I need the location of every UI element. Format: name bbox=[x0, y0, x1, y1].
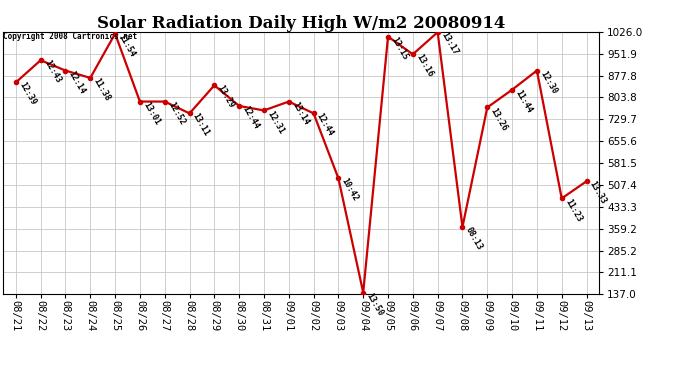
Text: 10:42: 10:42 bbox=[339, 177, 360, 203]
Text: 12:39: 12:39 bbox=[17, 81, 37, 107]
Text: 12:30: 12:30 bbox=[538, 69, 559, 95]
Text: 12:44: 12:44 bbox=[241, 105, 261, 131]
Text: 13:11: 13:11 bbox=[191, 112, 211, 138]
Text: 12:43: 12:43 bbox=[42, 59, 62, 85]
Text: 13:15: 13:15 bbox=[389, 35, 410, 62]
Title: Solar Radiation Daily High W/m2 20080914: Solar Radiation Daily High W/m2 20080914 bbox=[97, 15, 505, 32]
Text: 13:17: 13:17 bbox=[439, 31, 460, 57]
Text: 11:54: 11:54 bbox=[117, 32, 137, 58]
Text: 11:23: 11:23 bbox=[563, 197, 583, 223]
Text: 12:52: 12:52 bbox=[166, 100, 186, 126]
Text: 13:16: 13:16 bbox=[414, 53, 435, 79]
Text: 08:13: 08:13 bbox=[464, 226, 484, 252]
Text: 13:14: 13:14 bbox=[290, 100, 310, 126]
Text: 12:14: 12:14 bbox=[67, 69, 87, 95]
Text: 13:50: 13:50 bbox=[364, 291, 385, 317]
Text: 11:38: 11:38 bbox=[92, 76, 112, 103]
Text: 13:29: 13:29 bbox=[216, 84, 236, 110]
Text: 13:33: 13:33 bbox=[588, 180, 608, 206]
Text: 12:44: 12:44 bbox=[315, 112, 335, 138]
Text: 13:26: 13:26 bbox=[489, 106, 509, 132]
Text: 12:31: 12:31 bbox=[266, 109, 286, 135]
Text: 11:44: 11:44 bbox=[513, 88, 534, 114]
Text: 13:01: 13:01 bbox=[141, 100, 161, 126]
Text: Copyright 2008 Cartronics.net: Copyright 2008 Cartronics.net bbox=[3, 32, 137, 41]
